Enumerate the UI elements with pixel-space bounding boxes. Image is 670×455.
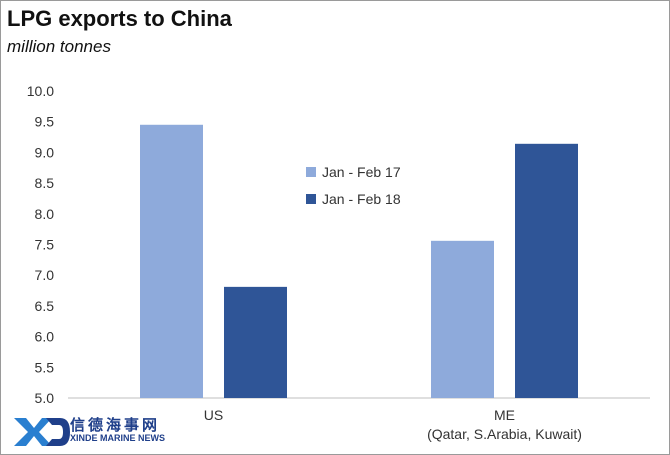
y-tick-label: 6.5 <box>35 298 55 314</box>
y-tick-label: 7.0 <box>35 267 55 283</box>
y-tick-label: 5.5 <box>35 359 55 375</box>
legend-swatch <box>306 194 316 204</box>
xinde-logo <box>14 418 70 446</box>
y-tick-label: 5.0 <box>35 390 55 406</box>
y-tick-label: 6.0 <box>35 329 55 345</box>
bar-me-series-1 <box>431 240 494 398</box>
bar-us-series-2 <box>224 286 287 398</box>
x-category-sublabel: (Qatar, S.Arabia, Kuwait) <box>427 426 582 442</box>
bar-us-series-1 <box>140 124 203 399</box>
legend-swatch <box>306 167 316 177</box>
y-axis: 5.0 5.5 6.0 6.5 7.0 7.5 8.0 8.5 9.0 9.5 10.0 <box>27 83 54 406</box>
chart-subtitle: million tonnes <box>7 37 111 56</box>
chart-title: LPG exports to China <box>7 6 232 31</box>
y-tick-label: 9.5 <box>35 114 55 130</box>
legend-label: Jan - Feb 17 <box>322 164 401 180</box>
y-tick-label: 7.5 <box>35 237 55 253</box>
legend-label: Jan - Feb 18 <box>322 191 401 207</box>
legend: Jan - Feb 17 Jan - Feb 18 <box>306 164 401 207</box>
y-tick-label: 8.5 <box>35 175 55 191</box>
logo-english-text: XINDE MARINE NEWS <box>70 433 166 443</box>
x-category-label: ME <box>494 407 515 423</box>
y-tick-label: 8.0 <box>35 206 55 222</box>
y-tick-label: 9.0 <box>35 144 55 160</box>
y-tick-label: 10.0 <box>27 83 54 99</box>
bars <box>140 124 578 399</box>
x-category-label: US <box>204 407 223 423</box>
logo-chinese-text: 信德海事网 <box>70 417 161 434</box>
bar-me-series-2 <box>515 143 578 398</box>
